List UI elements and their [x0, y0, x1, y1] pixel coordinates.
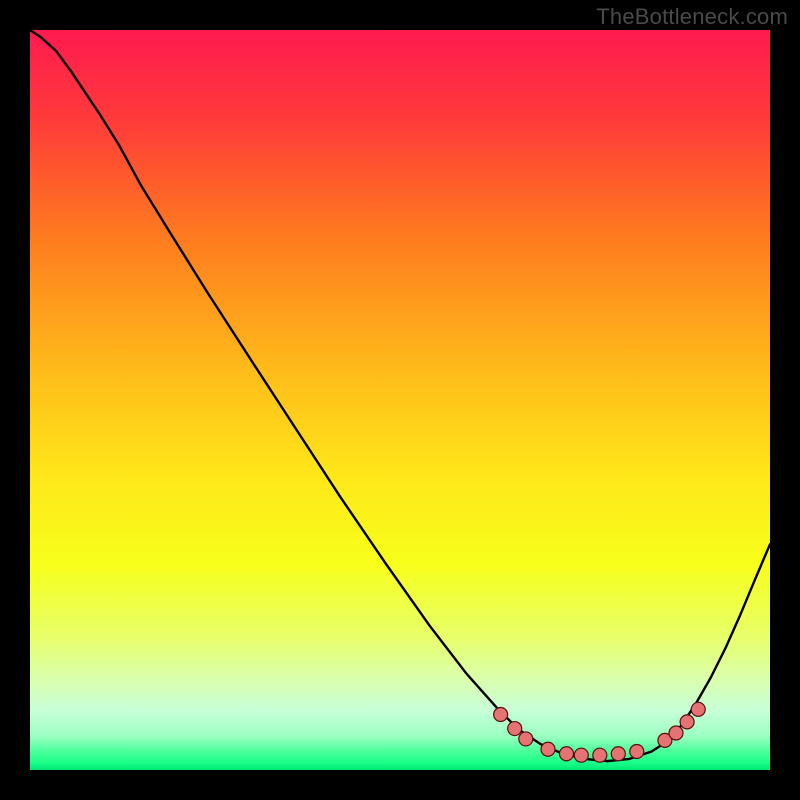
marker-dot: [691, 702, 705, 716]
marker-dot: [574, 748, 588, 762]
gradient-background: [30, 30, 770, 770]
bottleneck-curve-chart: [0, 0, 800, 800]
marker-dot: [560, 747, 574, 761]
marker-dot: [519, 732, 533, 746]
marker-dot: [541, 742, 555, 756]
marker-dot: [680, 715, 694, 729]
marker-dot: [669, 726, 683, 740]
marker-dot: [508, 722, 522, 736]
marker-dot: [593, 748, 607, 762]
marker-dot: [611, 747, 625, 761]
marker-dot: [494, 708, 508, 722]
marker-dot: [630, 745, 644, 759]
chart-container: { "watermark": { "text": "TheBottleneck.…: [0, 0, 800, 800]
watermark-text: TheBottleneck.com: [596, 4, 788, 30]
